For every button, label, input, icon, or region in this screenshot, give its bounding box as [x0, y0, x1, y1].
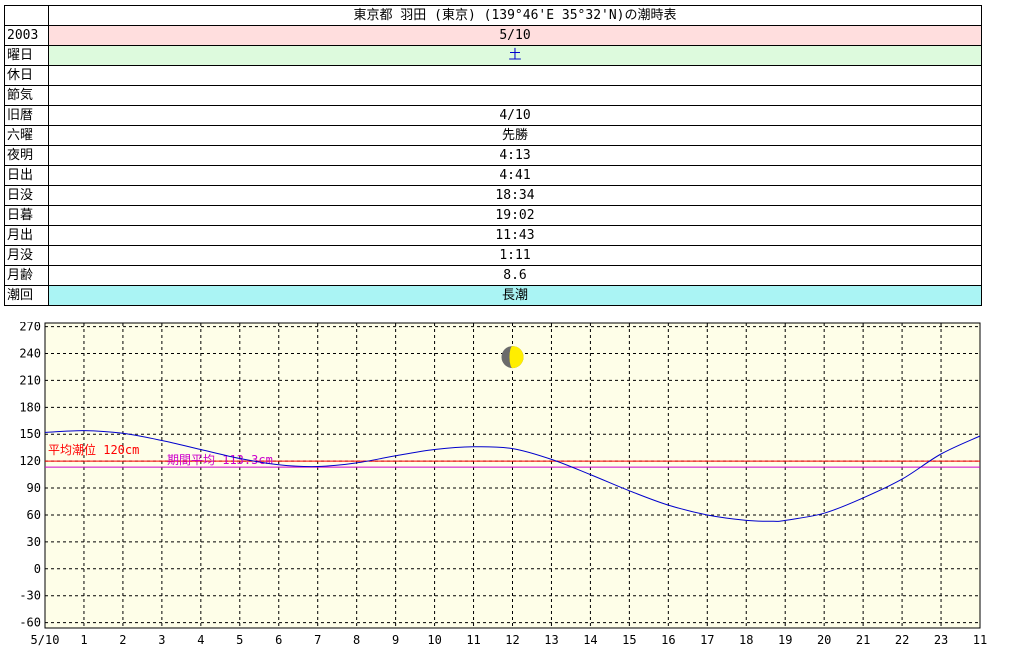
- x-tick-label: 5: [236, 633, 243, 647]
- x-tick-label: 10: [427, 633, 441, 647]
- x-tick-label: 19: [778, 633, 792, 647]
- row-label: 月出: [4, 225, 49, 246]
- tide-info-table: 東京都 羽田 (東京) (139°46'E 35°32'N)の潮時表 2003 5…: [4, 5, 982, 306]
- title-label-cell: [4, 5, 49, 26]
- y-tick-label: 30: [27, 535, 41, 549]
- row-value: 4:41: [48, 165, 982, 186]
- row-label: 月齢: [4, 265, 49, 286]
- y-tick-label: 150: [19, 427, 41, 441]
- y-tick-label: 0: [34, 562, 41, 576]
- row-value: 18:34: [48, 185, 982, 206]
- y-tick-label: 120: [19, 454, 41, 468]
- row-value: 11:43: [48, 225, 982, 246]
- y-tick-label: -60: [19, 616, 41, 630]
- table-row: 日没 18:34: [4, 185, 982, 206]
- table-row: 潮回 長潮: [4, 285, 982, 306]
- table-row: 月没 1:11: [4, 245, 982, 266]
- x-tick-label: 13: [544, 633, 558, 647]
- table-row: 夜明 4:13: [4, 145, 982, 166]
- x-tick-label: 15: [622, 633, 636, 647]
- title-row: 東京都 羽田 (東京) (139°46'E 35°32'N)の潮時表: [4, 5, 982, 26]
- row-label: 日出: [4, 165, 49, 186]
- reference-line-label: 期間平均 113.3cm: [167, 453, 273, 467]
- y-tick-label: 240: [19, 347, 41, 361]
- y-tick-label: 210: [19, 373, 41, 387]
- x-tick-label: 18: [739, 633, 753, 647]
- x-tick-label: 7: [314, 633, 321, 647]
- row-value: 土: [48, 45, 982, 66]
- row-label: 節気: [4, 85, 49, 106]
- row-label: 2003: [4, 25, 49, 46]
- y-tick-label: 60: [27, 508, 41, 522]
- table-title: 東京都 羽田 (東京) (139°46'E 35°32'N)の潮時表: [48, 5, 982, 26]
- row-label: 日没: [4, 185, 49, 206]
- row-label: 月没: [4, 245, 49, 266]
- x-tick-label: 11: [973, 633, 987, 647]
- row-value: 4/10: [48, 105, 982, 126]
- table-row: 日暮 19:02: [4, 205, 982, 226]
- table-row: 2003 5/10: [4, 25, 982, 46]
- table-row: 旧暦 4/10: [4, 105, 982, 126]
- x-tick-label: 20: [817, 633, 831, 647]
- row-label: 潮回: [4, 285, 49, 306]
- x-tick-label: 12: [505, 633, 519, 647]
- row-value: 長潮: [48, 285, 982, 306]
- row-value: 8.6: [48, 265, 982, 286]
- x-tick-label: 5/10: [31, 633, 60, 647]
- x-tick-label: 17: [700, 633, 714, 647]
- table-row: 曜日土: [4, 45, 982, 66]
- table-row: 節気: [4, 85, 982, 106]
- reference-line-label: 平均潮位 120cm: [48, 442, 139, 457]
- x-tick-label: 11: [466, 633, 480, 647]
- x-tick-label: 23: [934, 633, 948, 647]
- tide-series-line: [44, 430, 981, 522]
- row-value: 1:11: [48, 245, 982, 266]
- x-tick-label: 3: [158, 633, 165, 647]
- row-value: [48, 85, 982, 106]
- x-tick-label: 14: [583, 633, 597, 647]
- table-row: 六曜 先勝: [4, 125, 982, 146]
- row-value: 先勝: [48, 125, 982, 146]
- row-value: 19:02: [48, 205, 982, 226]
- x-tick-label: 8: [353, 633, 360, 647]
- x-tick-label: 21: [856, 633, 870, 647]
- table-row: 休日: [4, 65, 982, 86]
- x-tick-label: 4: [197, 633, 204, 647]
- y-tick-label: 270: [19, 322, 41, 334]
- row-value: [48, 65, 982, 86]
- table-row: 月齢 8.6: [4, 265, 982, 286]
- table-row: 日出 4:41: [4, 165, 982, 186]
- row-label: 六曜: [4, 125, 49, 146]
- row-label: 日暮: [4, 205, 49, 226]
- x-tick-label: 9: [392, 633, 399, 647]
- row-label: 旧暦: [4, 105, 49, 126]
- row-value: 5/10: [48, 25, 982, 46]
- row-value: 4:13: [48, 145, 982, 166]
- row-label: 休日: [4, 65, 49, 86]
- row-label: 夜明: [4, 145, 49, 166]
- x-tick-label: 22: [895, 633, 909, 647]
- x-tick-label: 16: [661, 633, 675, 647]
- y-tick-label: 180: [19, 400, 41, 414]
- row-label: 曜日: [4, 45, 49, 66]
- y-tick-label: -30: [19, 589, 41, 603]
- y-tick-label: 90: [27, 481, 41, 495]
- x-tick-label: 6: [275, 633, 282, 647]
- x-tick-label: 1: [80, 633, 87, 647]
- table-row: 月出 11:43: [4, 225, 982, 246]
- x-tick-label: 2: [119, 633, 126, 647]
- moon-lit-part: [509, 346, 524, 369]
